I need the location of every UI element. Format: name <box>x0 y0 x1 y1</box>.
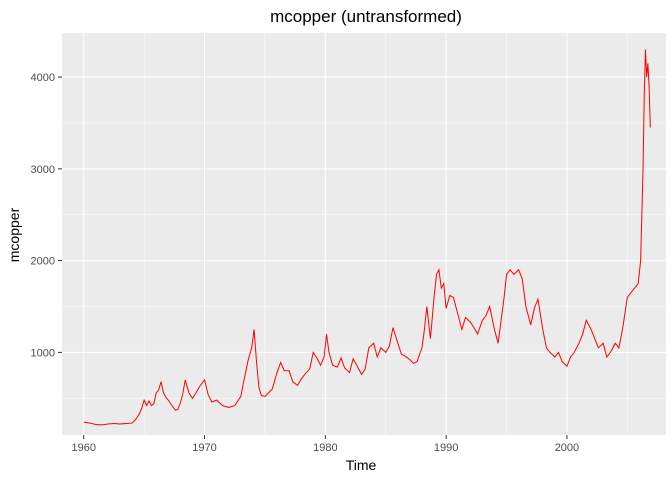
y-tick-label: 2000 <box>31 256 55 268</box>
x-tick-label: 2000 <box>555 442 579 454</box>
mcopper-series-line <box>83 49 651 426</box>
x-tick-label: 1980 <box>313 442 337 454</box>
y-axis-title: mcopper <box>6 207 22 262</box>
x-axis: 1960 1970 1980 1990 2000 <box>72 435 579 454</box>
y-tick-label: 4000 <box>31 72 55 84</box>
x-tick-label: 1970 <box>192 442 216 454</box>
y-axis: 1000 2000 3000 4000 <box>31 72 62 359</box>
chart-title: mcopper (untransformed) <box>270 7 462 26</box>
panel-background <box>62 33 666 435</box>
x-axis-title: Time <box>346 457 377 473</box>
x-tick-label: 1990 <box>434 442 458 454</box>
major-gridlines <box>62 33 666 435</box>
y-tick-label: 1000 <box>31 347 55 359</box>
minor-gridlines <box>62 33 666 435</box>
x-tick-label: 1960 <box>72 442 96 454</box>
plot-panel <box>62 33 666 435</box>
y-tick-label: 3000 <box>31 164 55 176</box>
